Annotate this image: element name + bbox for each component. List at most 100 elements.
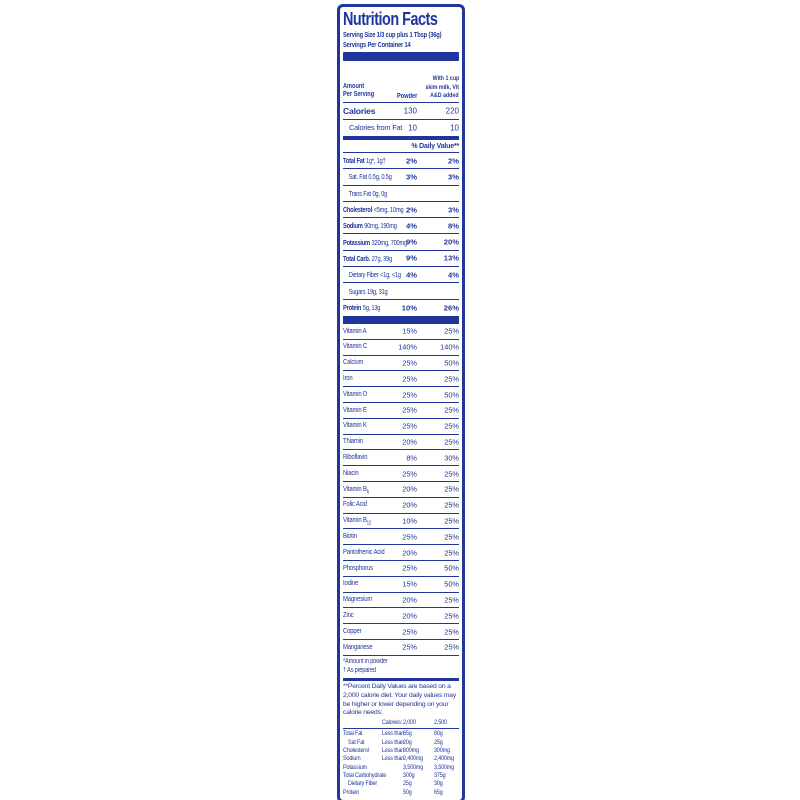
dv-table-row: Cholesterol Less than 300mg 300mg [343, 747, 459, 755]
nutrient-row: Sugars 19g, 31g [343, 283, 459, 300]
vitamin-prepared-dv: 25% [444, 421, 459, 431]
dv-row-name: Protein [343, 788, 360, 796]
vitamin-name: Iron [343, 373, 353, 383]
vitamin-prepared-dv: 25% [444, 500, 459, 510]
nutrient-amount: 5g, 13g [362, 303, 381, 313]
nutrient-row: Cholesterol <5mg, 10mg 2% 3% [343, 202, 459, 219]
medium-divider [343, 136, 459, 140]
calories-row: Calories 130 220 [343, 103, 459, 120]
dv-row-name: Sat Fat [348, 738, 365, 746]
vitamin-row: Magnesium 20% 25% [343, 593, 459, 609]
powder-column-label: Powder [396, 93, 417, 100]
vitamin-row: Copper 25% 25% [343, 624, 459, 640]
nutrient-row: Dietary Fiber <1g, <1g 4% 4% [343, 267, 459, 284]
nutrient-powder-dv: 10% [401, 303, 417, 313]
vitamin-powder-dv: 25% [402, 642, 417, 652]
vitamin-prepared-dv: 50% [444, 390, 459, 400]
vitamin-name: Folic Acid [343, 499, 367, 509]
vitamin-name: Riboflavin [343, 452, 368, 461]
calories-from-fat-powder-value: 10 [408, 123, 417, 132]
vitamin-row: Vitamin E 25% 25% [343, 403, 459, 419]
vitamin-row: Biotin 25% 25% [343, 529, 459, 546]
nutrient-name: Sugars [348, 286, 366, 296]
dv-row-2500-value: 65g [434, 788, 443, 796]
vitamin-powder-dv: 140% [398, 342, 417, 352]
nutrient-prepared-dv: 4% [448, 270, 459, 280]
nutrient-row: Total Fat 1g*, 1g† 2% 2% [343, 153, 459, 170]
nutrient-prepared-dv: 20% [443, 237, 459, 247]
nutrient-table: Total Fat 1g*, 1g† 2% 2% Sat. Fat 0.5g, 0.… [343, 153, 459, 316]
vitamin-powder-dv: 20% [402, 595, 417, 605]
vitamin-prepared-dv: 50% [444, 358, 459, 368]
vitamin-powder-dv: 15% [402, 326, 417, 336]
nutrient-name: Potassium [343, 237, 370, 247]
serving-size: Serving Size 1/3 cup plus 1 Tbsp (36g) [343, 30, 442, 39]
dv-row-2500-value: 30g [434, 780, 443, 788]
thick-divider-vitamins [343, 315, 459, 324]
vitamin-name-subscript: 12 [366, 520, 372, 527]
nutrient-amount: 0g, 0g [372, 188, 387, 198]
dv-table-row: Potassium 3,500mg 3,500mg [343, 764, 459, 772]
dv-table-2000-header: 2,000 [403, 719, 416, 727]
vitamin-table: Vitamin A 15% 25% Vitamin C 140% 140% Ca… [343, 324, 459, 656]
vitamin-row: Vitamin B12 10% 25% [343, 514, 459, 530]
vitamin-name: Vitamin A [343, 325, 367, 335]
nutrient-row: Trans Fat 0g, 0g [343, 186, 459, 202]
footnote-amount-in-powder: *Amount in powder [343, 657, 388, 665]
dv-row-2000-value: 25g [403, 780, 412, 788]
nutrient-prepared-dv: 8% [448, 221, 459, 231]
vitamin-prepared-dv: 50% [444, 563, 459, 573]
nutrient-prepared-dv: 3% [448, 205, 459, 215]
calories-from-fat-prepared-value: 10 [450, 123, 459, 132]
nutrient-name: Trans Fat [348, 188, 371, 198]
dv-row-2000-value: 65g [403, 730, 412, 738]
vitamin-powder-dv: 8% [406, 453, 417, 463]
heavy-divider-footnote [343, 678, 459, 682]
vitamin-name: Niacin [343, 467, 359, 477]
daily-value-header: % Daily Value** [343, 141, 459, 153]
dv-table-calories-label: Calories: [382, 719, 403, 727]
vitamin-prepared-dv: 25% [444, 627, 459, 636]
vitamin-prepared-dv: 25% [444, 469, 459, 479]
calories-label: Calories [343, 106, 376, 116]
vitamin-powder-dv: 20% [402, 611, 417, 621]
vitamin-row: Vitamin C 140% 140% [343, 340, 459, 356]
dv-row-name: Total Fat [343, 730, 363, 738]
nutrient-row: Total Carb. 27g, 39g 9% 13% [343, 251, 459, 268]
vitamin-name: Zinc [343, 609, 354, 619]
dv-row-2000-value: 20g [403, 738, 412, 746]
dv-row-2500-value: 25g [434, 738, 443, 746]
vitamin-name: Calcium [343, 357, 364, 367]
vitamin-powder-dv: 25% [402, 421, 417, 431]
vitamin-powder-dv: 25% [402, 563, 417, 573]
nutrient-prepared-dv: 3% [448, 172, 459, 182]
vitamin-prepared-dv: 50% [444, 579, 459, 589]
vitamin-powder-dv: 25% [402, 390, 417, 400]
vitamin-name: Iodine [343, 578, 359, 588]
vitamin-row: Vitamin D 25% 50% [343, 387, 459, 403]
vitamin-row: Calcium 25% 50% [343, 356, 459, 372]
dv-table-header-row: Calories: 2,000 2,500 [343, 719, 459, 728]
vitamin-prepared-dv: 25% [444, 326, 459, 336]
dv-table-2500-header: 2,500 [434, 719, 447, 727]
vitamin-name-subscript: 6 [366, 489, 369, 496]
footnotes: *Amount in powder † As prepared [343, 656, 459, 678]
vitamin-prepared-dv: 25% [444, 437, 459, 447]
calories-from-fat-label: Calories from Fat [349, 123, 403, 132]
vitamin-prepared-dv: 25% [444, 595, 459, 605]
nutrient-powder-dv: 4% [406, 270, 417, 280]
vitamin-prepared-dv: 25% [444, 374, 459, 384]
vitamin-name: Vitamin K [343, 420, 367, 430]
percent-daily-value-note: **Percent Daily Values are based on a 2,… [343, 683, 457, 717]
vitamin-row: Pantothenic Acid 20% 25% [343, 545, 459, 561]
calories-powder-value: 130 [403, 106, 417, 116]
vitamin-powder-dv: 25% [402, 374, 417, 384]
nutrient-amount: <1g, <1g [380, 270, 401, 280]
nutrient-name: Protein [343, 303, 362, 313]
dv-row-qualifier: Less than [382, 755, 405, 763]
vitamin-prepared-dv: 25% [444, 642, 459, 652]
servings-per-container: Servings Per Container 14 [343, 39, 411, 49]
dv-row-name: Potassium [343, 763, 367, 771]
nutrient-row: Potassium 320mg, 700mg 9% 20% [343, 234, 459, 251]
nutrient-amount: <5mg, 10mg [373, 205, 404, 215]
